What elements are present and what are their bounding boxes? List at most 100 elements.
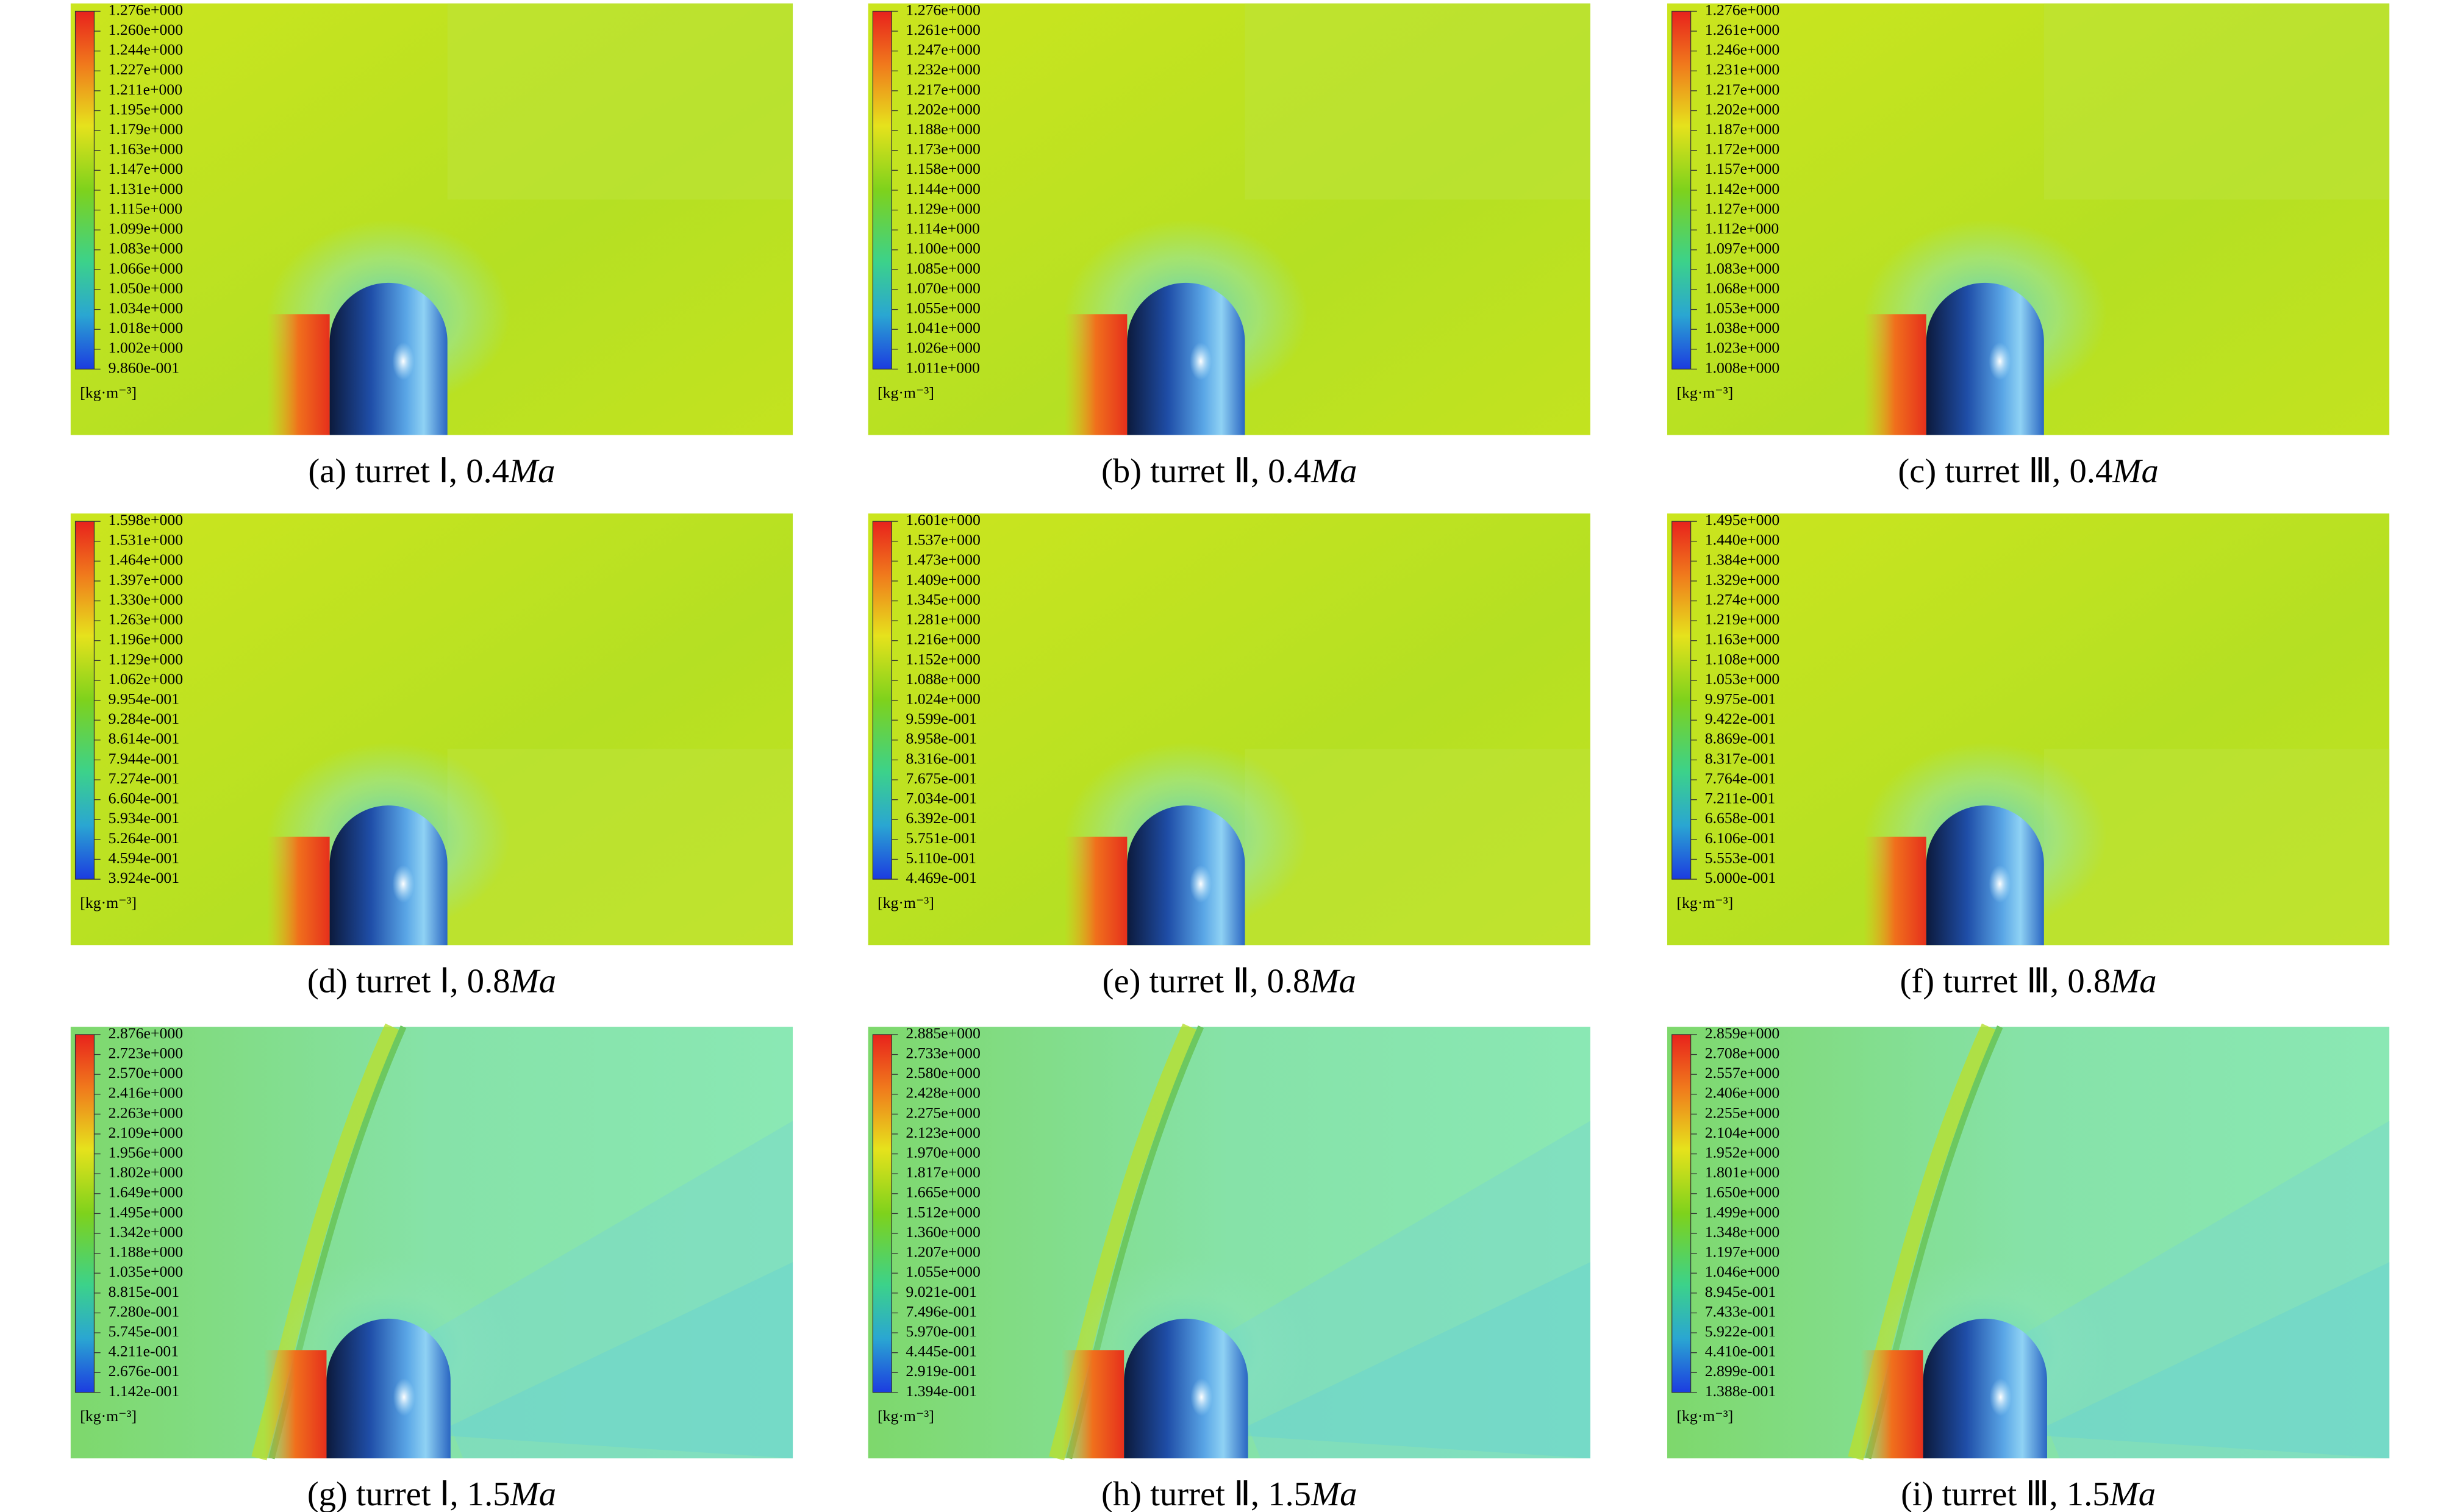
- colorbar-label: 9.021e-001: [906, 1283, 976, 1300]
- stagnation-region: [1064, 836, 1128, 946]
- colorbar-label: 1.018e+000: [109, 319, 183, 337]
- caption-text: (e) turret Ⅱ, 0.8: [1103, 962, 1310, 1000]
- highlight: [1989, 1378, 2012, 1416]
- colorbar-label: 5.000e-001: [1705, 869, 1776, 886]
- colorbar-label: 1.261e+000: [1705, 21, 1779, 38]
- colorbar-label: 1.217e+000: [1705, 80, 1779, 98]
- colorbar: [872, 1034, 892, 1393]
- light-region: [1245, 3, 1590, 200]
- colorbar-label: 1.172e+000: [1705, 140, 1779, 158]
- colorbar-label: 6.392e-001: [906, 809, 976, 827]
- colorbar-label: 1.055e+000: [906, 1263, 980, 1280]
- caption-text: (d) turret Ⅰ, 0.8: [307, 962, 510, 1000]
- colorbar-label: 6.604e-001: [109, 790, 180, 807]
- colorbar-label: 5.110e-001: [906, 849, 976, 866]
- highlight: [1989, 342, 2011, 380]
- colorbar-label: 1.281e+000: [906, 610, 980, 628]
- colorbar-label: 2.919e-001: [906, 1362, 976, 1380]
- colorbar-label: 1.499e+000: [1705, 1203, 1779, 1221]
- colorbar-label: 1.066e+000: [109, 259, 183, 277]
- light-region: [2043, 3, 2390, 200]
- colorbar-label: 1.495e+000: [109, 1203, 183, 1221]
- colorbar-label: 5.922e-001: [1705, 1322, 1776, 1340]
- unit-label: [kg·m⁻³]: [80, 384, 137, 402]
- colorbar-label: 7.496e-001: [906, 1302, 976, 1320]
- colorbar-label: 2.733e+000: [906, 1044, 980, 1061]
- colorbar-label: 1.211e+000: [109, 80, 182, 98]
- colorbar-label: 1.598e+000: [109, 511, 183, 529]
- wake: [2028, 1262, 2390, 1459]
- colorbar-label: 4.469e-001: [906, 869, 976, 886]
- colorbar-label: 2.275e+000: [906, 1104, 980, 1121]
- stagnation-region: [1863, 836, 1926, 946]
- colorbar-label: 9.599e-001: [906, 710, 976, 727]
- turret: [1127, 282, 1245, 435]
- colorbar-label: 1.147e+000: [109, 160, 183, 177]
- caption: (a) turret Ⅰ, 0.4Ma: [308, 452, 555, 490]
- colorbar-label: 7.211e-001: [1705, 790, 1776, 807]
- colorbar-label: 7.433e-001: [1705, 1302, 1776, 1320]
- colorbar-label: 5.934e-001: [109, 809, 180, 827]
- colorbar: [1671, 1034, 1692, 1393]
- unit-label: [kg·m⁻³]: [878, 894, 934, 911]
- colorbar-label: 1.008e+000: [1705, 358, 1779, 376]
- colorbar-label: 7.675e-001: [906, 769, 976, 787]
- colorbar-label: 1.068e+000: [1705, 279, 1779, 297]
- colorbar-label: 1.023e+000: [1705, 339, 1779, 357]
- colorbar-label: 2.557e+000: [1705, 1064, 1779, 1082]
- wake: [1229, 1262, 1590, 1459]
- caption-text: (h) turret Ⅱ, 1.5: [1101, 1475, 1311, 1512]
- colorbar-label: 1.129e+000: [109, 650, 183, 668]
- unit-label: [kg·m⁻³]: [80, 894, 137, 911]
- turret: [1926, 282, 2044, 435]
- colorbar-label: 1.495e+000: [1705, 511, 1779, 529]
- colorbar: [872, 10, 892, 370]
- colorbar-label: 1.195e+000: [109, 100, 183, 118]
- colorbar-label: 6.658e-001: [1705, 809, 1776, 827]
- colorbar-label: 1.970e+000: [906, 1144, 980, 1161]
- turret: [326, 1318, 451, 1459]
- colorbar-label: 1.050e+000: [109, 279, 183, 297]
- turret: [1923, 1318, 2047, 1459]
- caption: (c) turret Ⅲ, 0.4Ma: [1898, 452, 2158, 490]
- panel: 2.876e+000 2.723e+000 2.570e+000 2.416e+000…: [70, 1023, 793, 1461]
- colorbar-label: 2.899e-001: [1705, 1362, 1776, 1380]
- colorbar-label: 1.202e+000: [906, 100, 980, 118]
- colorbar-label: 1.409e+000: [906, 571, 980, 588]
- panel: 1.601e+000 1.537e+000 1.473e+000 1.409e+000…: [868, 511, 1590, 946]
- colorbar-label: 1.053e+000: [1705, 670, 1779, 688]
- unit-label: [kg·m⁻³]: [878, 1407, 934, 1425]
- colorbar-label: 4.211e-001: [109, 1343, 179, 1360]
- colorbar-label: 7.274e-001: [109, 769, 180, 787]
- colorbar: [74, 10, 95, 370]
- panel: 2.885e+000 2.733e+000 2.580e+000 2.428e+000…: [868, 1023, 1590, 1461]
- colorbar-label: 7.280e-001: [109, 1302, 180, 1320]
- colorbar-label: 1.053e+000: [1705, 299, 1779, 317]
- colorbar-label: 2.104e+000: [1705, 1124, 1779, 1141]
- colorbar-label: 1.142e-001: [109, 1382, 180, 1400]
- colorbar-label: 2.428e+000: [906, 1084, 980, 1102]
- panel: 1.276e+000 1.260e+000 1.244e+0001.227e+000…: [70, 1, 793, 435]
- colorbar-label: 1.158e+000: [906, 160, 980, 177]
- colorbar-label: 1.464e+000: [109, 551, 183, 568]
- stagnation-region: [263, 1350, 327, 1459]
- colorbar-label: 1.062e+000: [109, 670, 183, 688]
- colorbar-label: 8.958e-001: [906, 730, 976, 747]
- colorbar-label: 1.114e+000: [906, 219, 979, 237]
- colorbar-label: 2.109e+000: [109, 1124, 183, 1141]
- caption-mach: Ma: [510, 1475, 556, 1512]
- panel: 1.276e+000 1.261e+000 1.247e+0001.232e+000…: [868, 1, 1590, 435]
- caption-mach: Ma: [1310, 1475, 1357, 1512]
- caption-text: (g) turret Ⅰ, 1.5: [307, 1475, 510, 1512]
- colorbar-label: 1.473e+000: [906, 551, 980, 568]
- colorbar-label: 1.152e+000: [906, 650, 980, 668]
- colorbar-label: 1.956e+000: [109, 1144, 183, 1161]
- colorbar-label: 7.764e-001: [1705, 769, 1776, 787]
- colorbar-label: 1.384e+000: [1705, 551, 1779, 568]
- colorbar-label: 1.227e+000: [109, 60, 183, 78]
- colorbar-label: 5.553e-001: [1705, 849, 1776, 866]
- colorbar-label: 7.944e-001: [109, 749, 180, 767]
- highlight: [1989, 865, 2011, 903]
- colorbar-label: 1.115e+000: [109, 199, 182, 217]
- panel: 2.859e+000 2.708e+000 2.557e+000 2.406e+000…: [1667, 1023, 2390, 1461]
